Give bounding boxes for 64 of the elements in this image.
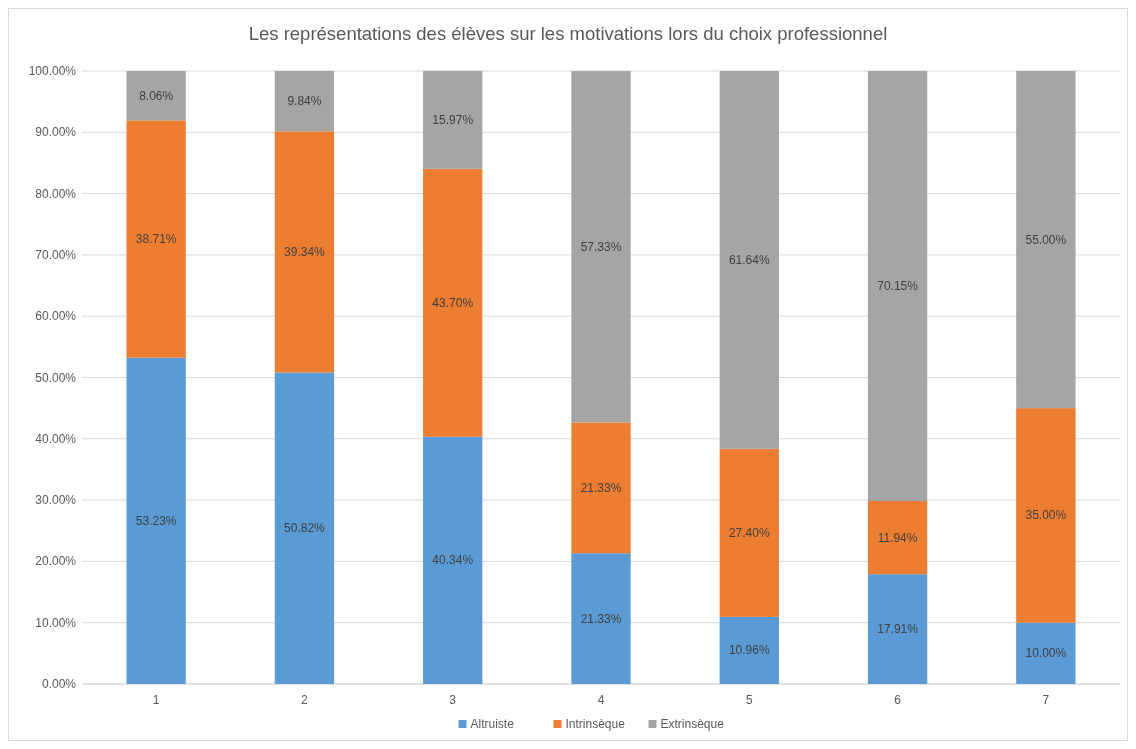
y-tick-label: 0.00% bbox=[41, 677, 77, 691]
x-tick-label: 6 bbox=[894, 693, 902, 707]
chart-title: Les représentations des élèves sur les motivations lors du choix professionnel bbox=[248, 23, 888, 44]
bar bbox=[423, 168, 483, 437]
bar bbox=[719, 616, 779, 684]
data-label: 21.33% bbox=[580, 480, 622, 495]
legend-label: Altruiste bbox=[470, 717, 515, 731]
x-tick-label: 1 bbox=[152, 693, 160, 707]
data-label: 55.00% bbox=[1025, 232, 1067, 247]
bar bbox=[1016, 71, 1076, 409]
bar bbox=[867, 501, 928, 575]
x-tick-label: 4 bbox=[597, 693, 605, 707]
y-tick-label: 30.00% bbox=[35, 493, 77, 508]
y-tick-label: 60.00% bbox=[35, 309, 77, 324]
bar bbox=[274, 131, 335, 373]
bar bbox=[867, 71, 928, 502]
data-label: 10.96% bbox=[728, 643, 770, 658]
data-label: 70.15% bbox=[877, 279, 919, 294]
legend-label: Intrinsèque bbox=[565, 717, 626, 731]
y-tick-label: 10.00% bbox=[35, 615, 77, 630]
data-label: 38.71% bbox=[135, 232, 177, 247]
bar bbox=[126, 71, 186, 121]
y-tick-label: 20.00% bbox=[35, 554, 77, 569]
bar bbox=[423, 70, 483, 169]
x-tick-label: 3 bbox=[449, 693, 457, 707]
bar bbox=[571, 553, 631, 684]
bar bbox=[571, 422, 631, 554]
bar bbox=[274, 71, 335, 132]
data-label: 10.00% bbox=[1025, 646, 1067, 661]
data-label: 57.33% bbox=[580, 239, 622, 254]
x-tick-label: 2 bbox=[301, 693, 309, 707]
legend-label: Extrinsèque bbox=[660, 717, 725, 731]
data-label: 8.06% bbox=[139, 88, 174, 103]
bar bbox=[571, 71, 631, 423]
data-label: 35.00% bbox=[1025, 508, 1067, 523]
bar bbox=[126, 357, 186, 684]
y-tick-label: 90.00% bbox=[35, 125, 77, 140]
bar bbox=[423, 436, 483, 684]
data-label: 43.70% bbox=[432, 295, 474, 310]
y-tick-label: 70.00% bbox=[35, 247, 77, 262]
bar bbox=[1016, 622, 1076, 684]
data-label: 21.33% bbox=[580, 611, 622, 626]
bar bbox=[126, 120, 186, 358]
y-tick-label: 80.00% bbox=[35, 186, 77, 201]
data-label: 11.94% bbox=[877, 530, 918, 545]
bar bbox=[1016, 408, 1076, 623]
data-label: 9.84% bbox=[287, 94, 322, 109]
y-tick-label: 50.00% bbox=[35, 370, 77, 385]
y-tick-label: 100.00% bbox=[28, 64, 77, 78]
data-label: 39.34% bbox=[284, 244, 326, 259]
data-label: 61.64% bbox=[728, 252, 770, 267]
data-label: 27.40% bbox=[728, 525, 770, 540]
data-label: 40.34% bbox=[432, 553, 474, 568]
data-label: 17.91% bbox=[877, 622, 919, 637]
x-tick-label: 7 bbox=[1042, 693, 1050, 707]
data-label: 53.23% bbox=[135, 513, 177, 528]
bar bbox=[719, 71, 779, 449]
y-tick-label: 40.00% bbox=[35, 431, 77, 446]
data-label: 50.82% bbox=[284, 521, 326, 536]
bar bbox=[274, 372, 335, 684]
bar bbox=[867, 574, 928, 684]
data-label: 15.97% bbox=[432, 112, 474, 127]
bar bbox=[719, 448, 779, 617]
x-tick-label: 5 bbox=[745, 693, 753, 707]
